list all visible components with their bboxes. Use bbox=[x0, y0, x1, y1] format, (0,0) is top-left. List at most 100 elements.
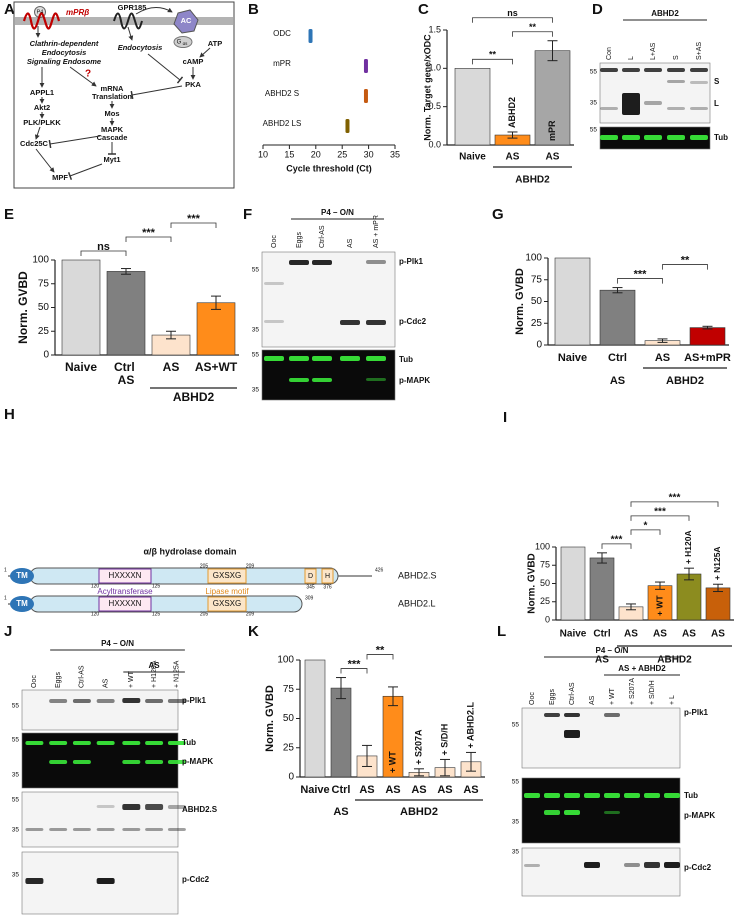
bar-label: + S/D/H bbox=[439, 724, 449, 756]
x-tick-label: AS bbox=[546, 152, 560, 163]
significance-label: ** bbox=[529, 22, 537, 32]
blot-band bbox=[644, 793, 660, 798]
mw-marker: 55 bbox=[590, 127, 598, 134]
dot-marker bbox=[308, 29, 313, 43]
blot-band bbox=[145, 741, 164, 745]
node-label: Myt1 bbox=[103, 155, 120, 164]
lane-label: Eggs bbox=[549, 689, 556, 705]
blot-band bbox=[25, 878, 44, 884]
significance-bracket bbox=[630, 529, 661, 535]
error-bar bbox=[388, 686, 398, 707]
blot-band bbox=[72, 741, 91, 745]
blot-band bbox=[167, 760, 186, 764]
bar-label: mPR bbox=[547, 120, 557, 141]
significance-bracket bbox=[125, 236, 172, 242]
isoform-name: ABHD2.L bbox=[398, 598, 436, 608]
x-tick-label: AS+WT bbox=[195, 360, 238, 374]
node-label: mRNA bbox=[101, 84, 125, 93]
ligand-label: P4 bbox=[37, 9, 44, 15]
group-label: ABHD2 bbox=[173, 390, 215, 404]
x-tick-label: AS bbox=[506, 152, 520, 163]
error-bar bbox=[336, 677, 346, 700]
y-axis-label: Norm. GVBD bbox=[514, 268, 526, 335]
lane-label: L+AS bbox=[650, 42, 657, 60]
y-tick-label: 1.0 bbox=[428, 63, 441, 73]
bar bbox=[705, 587, 731, 621]
node-label: MPF bbox=[52, 173, 68, 182]
lane-label: Eggs bbox=[55, 672, 62, 688]
error-bar bbox=[626, 603, 636, 611]
bar bbox=[689, 327, 726, 346]
x-tick-label: AS bbox=[163, 360, 180, 374]
mw-marker: 35 bbox=[12, 872, 20, 879]
bar bbox=[560, 546, 586, 621]
significance-label: *** bbox=[348, 658, 362, 670]
hydrolase-domain bbox=[29, 567, 339, 585]
pathway-diagram: P4 mPRβ GPR185 AC G αs ATP cAMP PKA Endo… bbox=[13, 1, 235, 189]
significance-label: *** bbox=[611, 534, 623, 545]
significance-label: *** bbox=[634, 268, 648, 280]
x-tick-label: Naive bbox=[459, 152, 486, 163]
node-label: Akt2 bbox=[34, 103, 50, 112]
band-label: p-Cdc2 bbox=[684, 863, 712, 872]
band-label: p-Plk1 bbox=[399, 257, 424, 266]
x-tick-label: AS bbox=[624, 629, 638, 640]
band-label: p-MAPK bbox=[399, 376, 430, 385]
blot-band bbox=[644, 68, 662, 72]
residue-box bbox=[304, 568, 317, 584]
header-label: P4 – O/N bbox=[596, 646, 629, 655]
blot-band bbox=[145, 699, 164, 703]
node-label: APPL1 bbox=[30, 88, 54, 97]
blot-band bbox=[366, 320, 386, 325]
blot-band bbox=[167, 805, 186, 809]
blot-band bbox=[96, 699, 115, 703]
group-label: ABHD2 bbox=[657, 655, 692, 666]
panel-label: J bbox=[4, 623, 12, 640]
blot-band bbox=[25, 828, 44, 831]
blot-band bbox=[624, 793, 640, 798]
mw-marker: 35 bbox=[512, 849, 520, 856]
y-tick-label: 75 bbox=[38, 278, 50, 289]
mw-marker: 35 bbox=[252, 327, 260, 334]
blot-strip bbox=[521, 707, 681, 769]
y-tick-label: 75 bbox=[283, 684, 295, 695]
significance-label: ** bbox=[489, 50, 497, 60]
tm-domain bbox=[10, 596, 34, 612]
isoform-name: ABHD2.S bbox=[398, 570, 437, 580]
mw-marker: 55 bbox=[590, 69, 598, 76]
blot-band bbox=[312, 260, 332, 265]
endosome-label: Endocytosis bbox=[42, 48, 87, 57]
domain-title: α/β hydrolase domain bbox=[143, 546, 236, 556]
blot-band bbox=[122, 828, 141, 831]
header-label: P4 – O/N bbox=[101, 639, 134, 648]
significance-bracket bbox=[617, 278, 663, 284]
blot-band bbox=[600, 68, 618, 72]
lane-label: Eggs bbox=[296, 232, 303, 248]
lane-label: L bbox=[628, 56, 635, 60]
bar bbox=[676, 573, 702, 621]
blot-strip bbox=[599, 62, 711, 124]
motif-label: HXXXXN bbox=[109, 571, 142, 580]
bar bbox=[599, 289, 636, 346]
y-tick-label: 100 bbox=[525, 253, 542, 264]
band-label: L bbox=[714, 99, 719, 108]
lane-label: Ooc bbox=[271, 235, 278, 248]
blot-band bbox=[544, 713, 560, 717]
blot-band bbox=[72, 828, 91, 831]
panel-label: E bbox=[4, 206, 14, 223]
blot-band bbox=[667, 68, 685, 72]
lane-label: S+AS bbox=[696, 42, 703, 60]
question-mark: ? bbox=[85, 69, 91, 80]
blot-band bbox=[667, 135, 685, 140]
x-tick-label: AS+mPR bbox=[684, 352, 731, 364]
significance-label: ns bbox=[97, 241, 110, 253]
motif-name: Acyltransferase bbox=[97, 587, 153, 596]
group-label: ABHD2 bbox=[666, 375, 704, 387]
mw-marker: 55 bbox=[252, 352, 260, 359]
blot-band bbox=[584, 793, 600, 798]
residue: 309 bbox=[305, 595, 314, 601]
panel-label: K bbox=[248, 623, 259, 640]
group-label: ABHD2 bbox=[400, 806, 438, 818]
blot-band bbox=[96, 741, 115, 745]
blot-band bbox=[96, 805, 115, 808]
